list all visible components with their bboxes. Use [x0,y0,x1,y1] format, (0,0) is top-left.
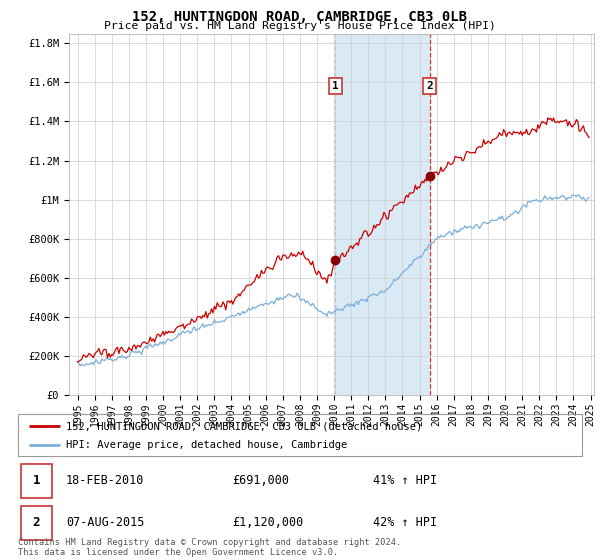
Text: 18-FEB-2010: 18-FEB-2010 [66,474,145,487]
Text: 07-AUG-2015: 07-AUG-2015 [66,516,145,529]
Text: 1: 1 [332,81,339,91]
Text: £691,000: £691,000 [232,474,289,487]
Text: HPI: Average price, detached house, Cambridge: HPI: Average price, detached house, Camb… [66,441,347,450]
Text: 42% ↑ HPI: 42% ↑ HPI [373,516,437,529]
Text: 41% ↑ HPI: 41% ↑ HPI [373,474,437,487]
Bar [21,506,52,540]
Text: Contains HM Land Registry data © Crown copyright and database right 2024.
This d: Contains HM Land Registry data © Crown c… [18,538,401,557]
Bar [335,34,430,395]
Text: 2: 2 [32,516,40,529]
Text: 2: 2 [426,81,433,91]
Text: 152, HUNTINGDON ROAD, CAMBRIDGE, CB3 0LB: 152, HUNTINGDON ROAD, CAMBRIDGE, CB3 0LB [133,10,467,24]
Bar [21,464,52,498]
Text: Price paid vs. HM Land Registry's House Price Index (HPI): Price paid vs. HM Land Registry's House … [104,21,496,31]
Text: £1,120,000: £1,120,000 [232,516,304,529]
Text: 1: 1 [32,474,40,487]
Text: 152, HUNTINGDON ROAD, CAMBRIDGE, CB3 0LB (detached house): 152, HUNTINGDON ROAD, CAMBRIDGE, CB3 0LB… [66,421,422,431]
